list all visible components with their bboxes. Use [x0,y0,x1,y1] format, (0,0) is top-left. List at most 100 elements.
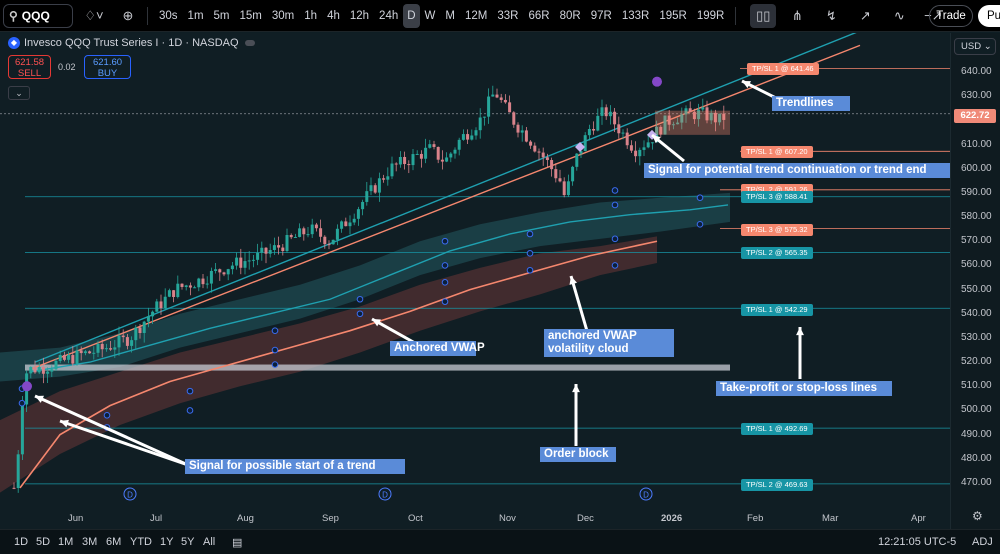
sell-button[interactable]: 621.58 SELL [8,55,51,79]
candle-body [79,350,83,354]
candle-body [92,352,96,354]
candle-body [197,278,201,288]
level-dot [696,221,704,228]
collapse-legend-button[interactable]: ⌄ [8,86,30,100]
trade-button[interactable]: Trade [929,5,973,27]
candle-body [617,124,621,134]
interval-24h[interactable]: 24h [379,9,399,22]
candle-body [587,129,591,136]
candle-body [579,151,583,154]
price-tick: 470.00 [961,477,992,488]
level-dot [271,361,279,368]
interval-d[interactable]: D [403,3,420,28]
interval-66r[interactable]: 66R [528,9,550,22]
settings-gear-icon[interactable]: ⚙ [972,509,983,523]
range-ytd[interactable]: YTD [130,536,152,548]
compare-icon[interactable]: ♢˅ [84,7,104,23]
clock-display[interactable]: 12:21:05 UTC-5 [878,536,957,548]
replay-icon[interactable]: ∿ [893,7,905,23]
add-symbol-icon[interactable]: ⊕ [122,7,134,23]
candle-body [445,157,449,162]
interval-33r[interactable]: 33R [497,9,519,22]
interval-5m[interactable]: 5m [213,9,230,22]
interval-4h[interactable]: 4h [327,9,340,22]
toolbar-divider [735,6,737,25]
candle-body [701,107,705,110]
interval-30s[interactable]: 30s [159,9,178,22]
annotation-vwap-cloud: anchored VWAP volatility cloud [544,329,674,357]
candle-body [495,94,499,98]
symbol-label: QQQ [21,8,50,23]
interval-1m[interactable]: 1m [187,9,204,22]
range-1y[interactable]: 1Y [160,536,174,548]
candle-body [62,355,66,360]
templates-icon[interactable]: ↯ [825,7,837,23]
level-dot [441,279,449,286]
interval-m[interactable]: M [445,9,455,22]
range-1d[interactable]: 1D [14,536,29,548]
candle-body [71,355,75,364]
annotation-signal-continuation: Signal for potential trend continuation … [644,163,950,178]
candle-body [146,316,150,322]
interval-80r[interactable]: 80R [559,9,581,22]
indicators-icon[interactable]: ⋔ [791,7,803,23]
candle-body [134,327,138,341]
interval-w[interactable]: W [424,9,436,22]
interval-199r[interactable]: 199R [696,9,725,22]
range-3m[interactable]: 3M [82,536,98,548]
tp-sl-tag: TP/SL 1 @ 607.20 [741,146,813,158]
candle-body [306,234,310,236]
interval-133r[interactable]: 133R [621,9,650,22]
signal-dot [652,76,662,87]
candle-body [293,236,297,238]
arrow-head [652,135,661,144]
range-5y[interactable]: 5Y [181,536,195,548]
alert-icon[interactable]: ↗ [859,7,871,23]
interval-195r[interactable]: 195R [659,9,687,22]
calendar-icon[interactable]: ▤ [232,537,243,549]
candle-body [260,247,264,253]
buy-button[interactable]: 621.60 BUY [84,55,131,79]
candle-body [314,224,318,229]
currency-select[interactable]: USD ⌄ [954,38,996,55]
interval-97r[interactable]: 97R [590,9,612,22]
candles-style-icon[interactable]: ▯▯ [750,3,777,28]
candle-body [163,296,167,309]
interval-1h[interactable]: 1h [304,9,318,22]
publish-button[interactable]: Pu [978,5,1000,27]
candle-body [449,153,453,158]
price-tick: 520.00 [961,356,992,368]
interval-15m[interactable]: 15m [239,9,262,22]
candle-body [524,130,528,142]
tp-sl-tag: TP/SL 2 @ 565.35 [741,247,813,259]
adj-toggle[interactable]: ADJ [972,536,993,548]
tp-sl-tag: TP/SL 3 @ 575.32 [741,224,813,236]
time-axis[interactable]: Jun Jul Aug Sep Oct Nov Dec 2026 Feb Mar Apr [0,507,950,529]
range-all[interactable]: All [203,536,216,548]
candle-body [474,130,478,136]
candle-body [491,94,495,97]
candle-body [541,152,545,158]
candle-body [520,130,524,133]
candle-body [125,337,129,346]
interval-12h[interactable]: 12h [349,9,370,22]
vwap-lower-cloud [0,236,657,493]
symbol-search[interactable]: ⚲ QQQ [3,3,73,28]
candle-body [104,348,108,350]
candle-body [529,141,533,146]
interval-12m[interactable]: 12M [465,9,488,22]
range-1m[interactable]: 1M [58,536,74,548]
price-tick: 630.00 [961,90,992,102]
price-axis[interactable]: 640.00630.00620.00610.00600.00590.00580.… [950,33,1000,529]
candle-body [650,142,654,144]
candle-body [562,181,566,196]
candle-body [272,245,276,251]
candle-body [327,244,331,246]
range-5d[interactable]: 5D [36,536,51,548]
range-6m[interactable]: 6M [106,536,122,548]
interval-30m[interactable]: 30m [271,9,295,22]
level-dot [356,295,364,303]
legend-more-icon[interactable] [244,40,255,46]
